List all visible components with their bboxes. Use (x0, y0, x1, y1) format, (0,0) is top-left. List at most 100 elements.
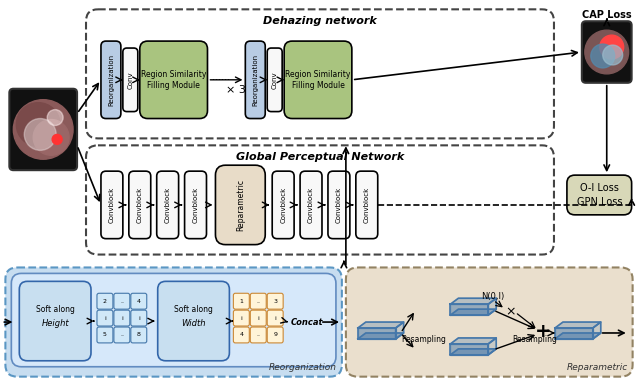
Polygon shape (451, 304, 488, 315)
Text: Concat: Concat (291, 318, 324, 326)
Text: Convblock: Convblock (336, 187, 342, 223)
Text: ×: × (505, 306, 515, 319)
FancyBboxPatch shape (356, 171, 378, 239)
FancyBboxPatch shape (131, 310, 147, 326)
FancyBboxPatch shape (268, 48, 282, 112)
FancyBboxPatch shape (101, 41, 121, 119)
Text: Convblock: Convblock (137, 187, 143, 223)
Text: Conv: Conv (127, 71, 133, 89)
Text: 4: 4 (137, 299, 141, 304)
FancyBboxPatch shape (97, 310, 113, 326)
Text: 3: 3 (273, 299, 277, 304)
Text: Soft along: Soft along (36, 305, 75, 314)
Text: ..: .. (120, 299, 124, 304)
FancyBboxPatch shape (157, 171, 179, 239)
FancyBboxPatch shape (114, 310, 130, 326)
FancyBboxPatch shape (234, 310, 250, 326)
Text: Dehazing network: Dehazing network (263, 16, 377, 26)
FancyBboxPatch shape (12, 273, 336, 367)
Text: Resampling: Resampling (401, 335, 446, 345)
Text: ..: .. (256, 299, 260, 304)
Text: N(0,I): N(0,I) (482, 292, 505, 301)
Polygon shape (593, 322, 601, 339)
FancyBboxPatch shape (272, 171, 294, 239)
Text: Resampling: Resampling (513, 335, 557, 345)
Polygon shape (488, 338, 496, 355)
FancyBboxPatch shape (86, 146, 554, 254)
FancyBboxPatch shape (114, 327, 130, 343)
Text: Region Similarity
Filling Module: Region Similarity Filling Module (141, 70, 206, 90)
Circle shape (33, 119, 69, 155)
Polygon shape (358, 328, 396, 339)
Circle shape (585, 30, 628, 74)
FancyBboxPatch shape (567, 175, 632, 215)
Text: CAP Loss: CAP Loss (582, 10, 632, 20)
Polygon shape (555, 322, 601, 328)
FancyBboxPatch shape (250, 293, 266, 309)
FancyBboxPatch shape (184, 171, 207, 239)
FancyBboxPatch shape (97, 327, 113, 343)
Text: 2: 2 (103, 299, 107, 304)
Text: Width: Width (181, 318, 206, 328)
FancyBboxPatch shape (216, 165, 265, 244)
Polygon shape (451, 349, 496, 355)
FancyBboxPatch shape (101, 171, 123, 239)
Text: Convblock: Convblock (364, 187, 370, 223)
Circle shape (13, 100, 73, 159)
Text: Soft along: Soft along (174, 305, 213, 314)
FancyBboxPatch shape (234, 327, 250, 343)
Text: Convblock: Convblock (193, 187, 198, 223)
Circle shape (603, 45, 623, 65)
Text: GPN Loss: GPN Loss (577, 197, 622, 207)
FancyBboxPatch shape (268, 327, 283, 343)
Circle shape (17, 103, 60, 146)
Text: Reparametric: Reparametric (236, 179, 245, 231)
Polygon shape (451, 309, 496, 315)
FancyBboxPatch shape (582, 21, 632, 83)
FancyBboxPatch shape (140, 41, 207, 119)
FancyBboxPatch shape (250, 327, 266, 343)
Text: Reorganization: Reorganization (269, 363, 337, 372)
Circle shape (591, 44, 614, 68)
Polygon shape (396, 322, 404, 339)
FancyBboxPatch shape (131, 327, 147, 343)
Polygon shape (451, 344, 488, 355)
FancyBboxPatch shape (234, 293, 250, 309)
Polygon shape (451, 298, 496, 304)
Text: O-I Loss: O-I Loss (580, 183, 619, 193)
Circle shape (24, 119, 56, 150)
Text: × 3: × 3 (227, 85, 246, 95)
Text: 5: 5 (103, 333, 107, 338)
Text: 8: 8 (137, 333, 141, 338)
Text: Reorganization: Reorganization (252, 54, 259, 106)
FancyBboxPatch shape (300, 171, 322, 239)
Text: Convblock: Convblock (308, 187, 314, 223)
FancyBboxPatch shape (129, 171, 151, 239)
Text: Convblock: Convblock (164, 187, 171, 223)
Text: ..: .. (256, 333, 260, 338)
Text: i: i (121, 316, 123, 321)
Text: i: i (257, 316, 259, 321)
FancyBboxPatch shape (268, 293, 283, 309)
FancyBboxPatch shape (245, 41, 265, 119)
FancyBboxPatch shape (97, 293, 113, 309)
FancyBboxPatch shape (250, 310, 266, 326)
Text: Conv: Conv (272, 71, 278, 89)
Polygon shape (451, 338, 496, 344)
FancyBboxPatch shape (19, 281, 91, 361)
Text: Reparametric: Reparametric (566, 363, 628, 372)
Text: Height: Height (42, 318, 69, 328)
Circle shape (47, 110, 63, 126)
Text: Region Similarity
Filling Module: Region Similarity Filling Module (285, 70, 351, 90)
FancyBboxPatch shape (284, 41, 352, 119)
FancyBboxPatch shape (86, 9, 554, 138)
Text: i: i (275, 316, 276, 321)
FancyBboxPatch shape (346, 268, 632, 377)
FancyBboxPatch shape (123, 48, 138, 112)
Text: ......: ...... (212, 72, 230, 82)
FancyBboxPatch shape (268, 310, 283, 326)
Circle shape (52, 134, 62, 144)
FancyBboxPatch shape (10, 89, 77, 170)
Polygon shape (555, 333, 601, 339)
Text: i: i (104, 316, 106, 321)
